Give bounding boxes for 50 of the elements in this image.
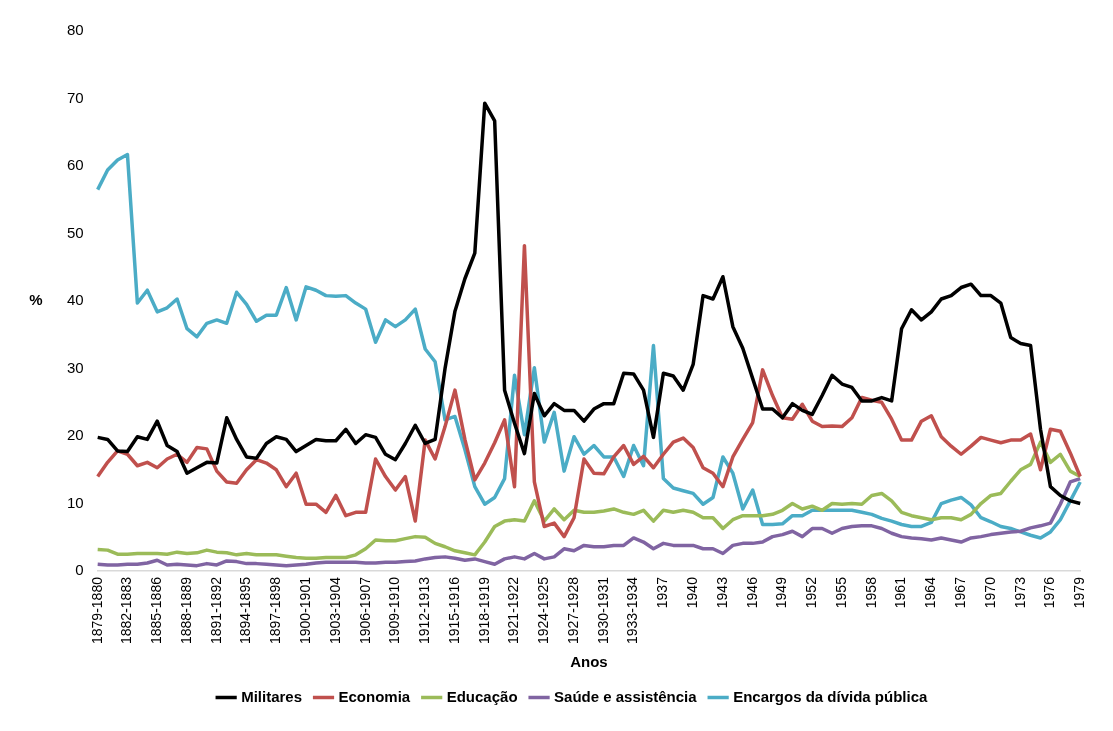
x-tick-label: 1882-1883 <box>118 576 135 644</box>
y-tick-label: 30 <box>67 358 84 376</box>
x-tick-label: 1909-1910 <box>386 576 403 644</box>
x-tick-label: 1903-1904 <box>326 576 343 644</box>
x-tick-label: 1933-1934 <box>624 576 641 644</box>
legend-label: Militares <box>241 687 303 705</box>
x-tick-label: 1958 <box>862 576 879 609</box>
x-tick-label: 1940 <box>684 576 701 609</box>
x-tick-label: 1943 <box>713 576 730 609</box>
x-tick-label: 1964 <box>922 576 939 609</box>
x-tick-label: 1906-1907 <box>356 576 373 644</box>
x-tick-label: 1927-1928 <box>564 576 581 644</box>
x-tick-label: 1912-1913 <box>416 576 433 644</box>
y-tick-label: 50 <box>67 223 84 241</box>
x-tick-label: 1924-1925 <box>535 576 552 644</box>
y-tick-label: 70 <box>67 88 84 106</box>
x-tick-label: 1888-1889 <box>177 576 194 644</box>
x-tick-label: 1891-1892 <box>207 576 224 644</box>
x-tick-label: 1879-1880 <box>88 576 105 644</box>
x-tick-label: 1973 <box>1011 576 1028 609</box>
legend-label: Encargos da dívida pública <box>733 687 929 705</box>
y-axis-title: % <box>29 291 43 309</box>
x-tick-label: 1955 <box>832 576 849 609</box>
x-tick-label: 1897-1898 <box>267 576 284 644</box>
legend-label: Educação <box>446 687 518 705</box>
y-tick-label: 40 <box>67 291 84 309</box>
y-tick-label: 10 <box>67 493 84 511</box>
x-tick-label: 1970 <box>981 576 998 609</box>
x-tick-label: 1900-1901 <box>296 576 313 644</box>
x-tick-label: 1979 <box>1071 576 1088 609</box>
x-tick-label: 1921-1922 <box>505 576 522 644</box>
legend-label: Saúde e assistência <box>554 687 698 705</box>
y-tick-label: 0 <box>75 561 84 579</box>
x-tick-label: 1937 <box>654 576 671 609</box>
x-tick-label: 1885-1886 <box>148 576 165 644</box>
y-tick-label: 80 <box>67 21 84 39</box>
legend-label: Economia <box>338 687 411 705</box>
x-tick-label: 1918-1919 <box>475 576 492 644</box>
x-tick-label: 1946 <box>743 576 760 609</box>
y-tick-label: 60 <box>67 156 84 174</box>
x-tick-label: 1961 <box>892 576 909 609</box>
x-tick-label: 1967 <box>951 576 968 609</box>
x-tick-label: 1952 <box>803 576 820 609</box>
x-tick-label: 1976 <box>1041 576 1058 609</box>
x-tick-label: 1949 <box>773 576 790 609</box>
x-tick-label: 1930-1931 <box>594 576 611 644</box>
y-tick-label: 20 <box>67 426 84 444</box>
x-axis-title: Anos <box>570 653 608 671</box>
x-tick-label: 1915-1916 <box>445 576 462 644</box>
x-tick-label: 1894-1895 <box>237 576 254 644</box>
